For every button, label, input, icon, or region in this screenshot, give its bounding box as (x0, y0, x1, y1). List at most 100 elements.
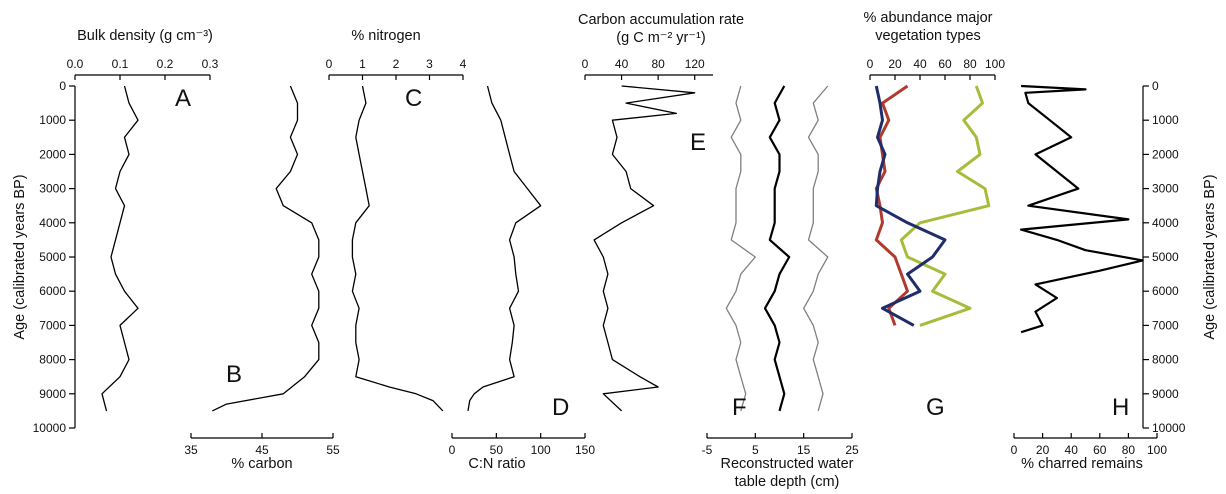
left-age-axis: 0 1000 2000 3000 4000 5000 6000 7000 8000 9000 100… (12, 79, 76, 435)
panel-d-series-0 (467, 85, 542, 412)
panel-a-tick-label: 0.0 (67, 57, 84, 71)
left-age-tick-label: 4000 (39, 216, 66, 230)
panel-f-series-2 (803, 85, 829, 412)
panel-d-letter: D (552, 394, 569, 421)
panel-g-axis-label-line2: vegetation types (875, 28, 981, 44)
panel-c-tick-label: 2 (393, 57, 400, 71)
panel-c: 0 1 2 3 4 % nitrogen C (326, 28, 467, 412)
left-age-tick-label: 6000 (39, 284, 66, 298)
right-age-tick-label: 1000 (1152, 113, 1179, 127)
panel-g-series-2 (874, 85, 947, 327)
panel-g-axis-label-line1: % abundance major (864, 10, 993, 26)
panel-c-tick-label: 1 (359, 57, 366, 71)
panel-g-tick-label: 40 (913, 57, 927, 71)
panel-h-tick-label: 0 (1011, 443, 1018, 457)
right-age-tick-label: 3000 (1152, 182, 1179, 196)
panel-g-letter: G (926, 394, 945, 421)
panel-f: -5 5 15 25 Reconstructed water table depth … (702, 85, 859, 490)
panel-g-tick-label: 100 (985, 57, 1005, 71)
panel-a-tick-label: 0.3 (202, 57, 219, 71)
panel-c-axis-label: % nitrogen (351, 28, 420, 44)
right-age-tick-label: 4000 (1152, 216, 1179, 230)
panel-g-tick-label: 20 (888, 57, 902, 71)
panel-c-letter: C (405, 85, 422, 112)
right-age-tick-label: 7000 (1152, 318, 1179, 332)
panel-h-letter: H (1112, 394, 1129, 421)
left-age-tick-label: 5000 (39, 250, 66, 264)
panel-e: 0 40 80 120 Carbon accumulation rate (g C m… (578, 12, 744, 412)
panel-e-series-0 (593, 85, 696, 412)
panel-g-tick-label: 80 (963, 57, 977, 71)
panel-f-tick-label: 25 (845, 443, 859, 457)
right-age-tick-label: 10000 (1152, 421, 1186, 435)
panel-f-axis-label-line1: Reconstructed water (721, 456, 854, 472)
panel-e-tick-label: 40 (615, 57, 629, 71)
right-age-tick-label: 0 (1152, 79, 1159, 93)
left-age-tick-label: 8000 (39, 353, 66, 367)
panel-f-series-1 (725, 85, 756, 412)
left-age-tick-label: 1000 (39, 113, 66, 127)
panel-f-tick-label: 5 (752, 443, 759, 457)
panel-b-tick-label: 55 (326, 443, 340, 457)
panel-a-letter: A (175, 85, 191, 112)
panel-b-series-0 (212, 85, 320, 412)
panel-e-tick-label: 0 (582, 57, 589, 71)
right-age-axis: 0 1000 2000 3000 4000 5000 6000 7000 8000 9000 100… (1142, 79, 1218, 435)
panel-h-tick-label: 80 (1122, 443, 1136, 457)
panel-b-tick-label: 45 (255, 443, 269, 457)
right-age-tick-label: 5000 (1152, 250, 1179, 264)
panel-d-tick-label: 150 (575, 443, 595, 457)
panel-h: 0 20 40 60 80 100 % charred remains H (1011, 84, 1167, 472)
panel-h-tick-label: 20 (1036, 443, 1050, 457)
panel-a-tick-label: 0.2 (157, 57, 174, 71)
panel-d-tick-label: 0 (449, 443, 456, 457)
panel-f-series-0 (763, 85, 791, 412)
panel-e-letter: E (690, 129, 706, 156)
panel-e-tick-label: 80 (651, 57, 665, 71)
left-age-tick-label: 3000 (39, 182, 66, 196)
panel-e-axis-label-line1: Carbon accumulation rate (578, 12, 744, 28)
panel-d-axis-label: C:N ratio (468, 456, 525, 472)
panel-f-tick-label: -5 (702, 443, 713, 457)
left-age-tick-label: 9000 (39, 387, 66, 401)
left-age-axis-label: Age (calibrated years BP) (12, 174, 28, 339)
left-age-tick-label: 2000 (39, 147, 66, 161)
panel-f-tick-label: 15 (797, 443, 811, 457)
right-age-tick-label: 8000 (1152, 353, 1179, 367)
panel-h-series-0 (1019, 84, 1144, 334)
panel-b: 35 45 55 % carbon B (184, 85, 340, 472)
panel-f-letter: F (732, 394, 747, 421)
panel-h-tick-label: 60 (1093, 443, 1107, 457)
panel-a-tick-label: 0.1 (112, 57, 129, 71)
panel-g-series-1 (874, 84, 909, 326)
panel-b-axis-label: % carbon (231, 456, 292, 472)
panel-f-axis-label-line2: table depth (cm) (735, 474, 840, 490)
panel-h-axis-label: % charred remains (1021, 456, 1143, 472)
right-age-axis-label: Age (calibrated years BP) (1202, 174, 1218, 339)
panel-e-axis-label-line2: (g C m⁻² yr⁻¹) (616, 30, 705, 46)
panel-h-tick-label: 40 (1065, 443, 1079, 457)
left-age-tick-label: 7000 (39, 318, 66, 332)
panel-g-tick-label: 0 (867, 57, 874, 71)
panel-g: 0 20 40 60 80 100 % abundance major vegetatio… (864, 10, 1006, 421)
right-age-tick-label: 9000 (1152, 387, 1179, 401)
panel-c-tick-label: 0 (326, 57, 333, 71)
panel-d-tick-label: 100 (531, 443, 551, 457)
panel-b-letter: B (226, 361, 242, 388)
left-age-tick-label: 0 (59, 79, 66, 93)
panel-d-tick-label: 50 (490, 443, 504, 457)
panel-c-tick-label: 4 (460, 57, 467, 71)
panel-c-series-0 (351, 85, 444, 412)
left-age-tick-label: 10000 (33, 421, 67, 435)
panel-g-series-0 (899, 85, 991, 327)
panel-d: 0 50 100 150 C:N ratio D (449, 85, 595, 472)
panel-g-tick-label: 60 (938, 57, 952, 71)
panel-c-tick-label: 3 (426, 57, 433, 71)
panel-a-series-0 (101, 85, 139, 412)
right-age-tick-label: 2000 (1152, 147, 1179, 161)
panel-e-tick-label: 120 (685, 57, 705, 71)
panel-h-tick-label: 100 (1147, 443, 1167, 457)
panel-b-tick-label: 35 (184, 443, 198, 457)
right-age-tick-label: 6000 (1152, 284, 1179, 298)
